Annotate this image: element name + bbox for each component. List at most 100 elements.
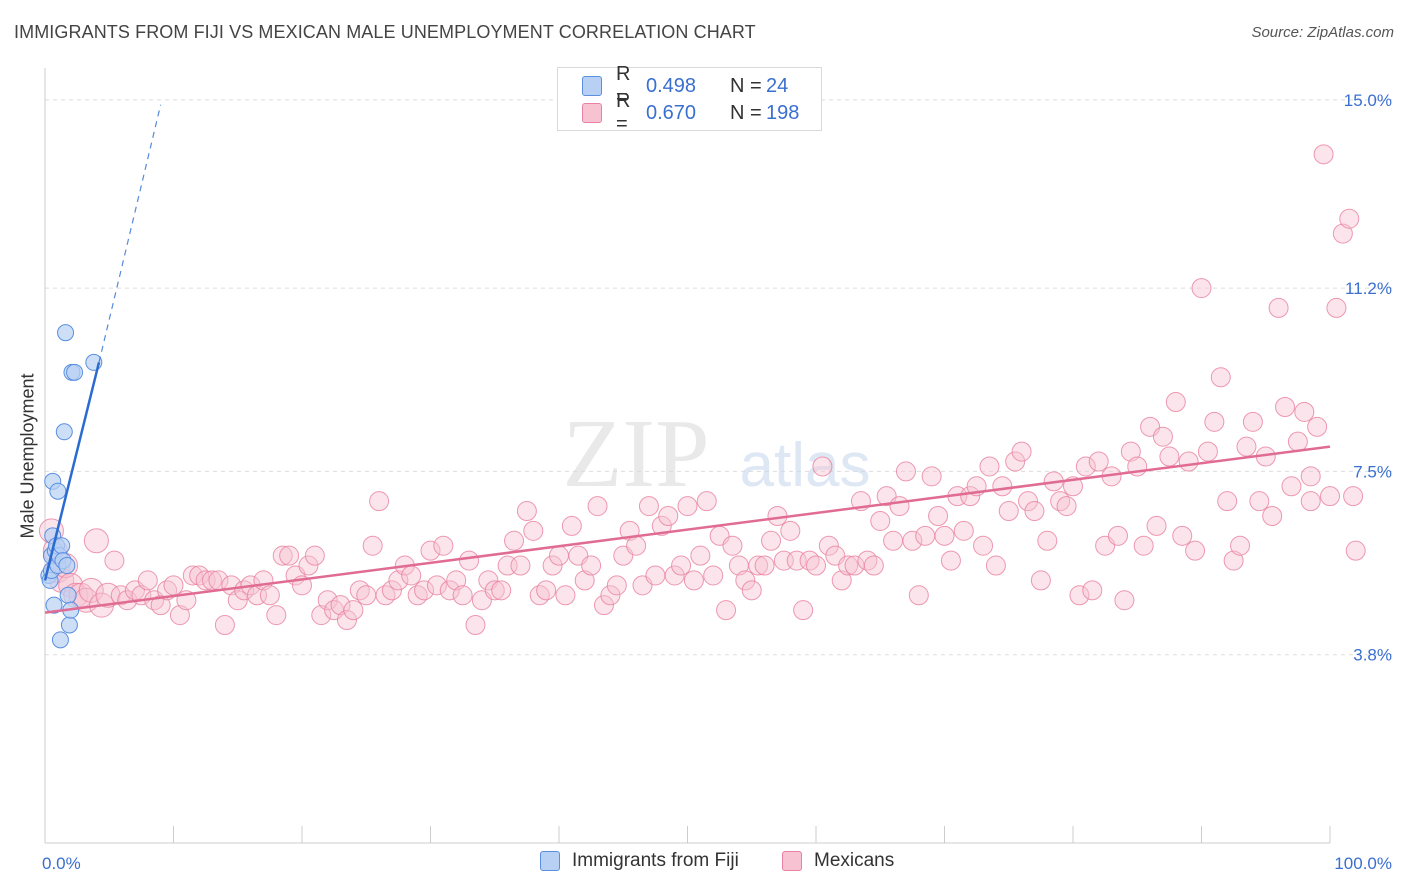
mexicans-point-131 (863, 555, 884, 576)
mexicans-point-206 (1343, 486, 1364, 507)
mexicans-point-105 (696, 491, 717, 512)
mexicans-point-145 (953, 520, 974, 541)
mexicans-point-112 (741, 580, 762, 601)
mexicans-point-97 (645, 565, 666, 586)
mexicans-point-102 (677, 496, 698, 517)
mexicans-point-38 (266, 605, 287, 626)
mexicans-point-104 (690, 545, 711, 566)
mexicans-point-98 (651, 515, 672, 536)
mexicans-point-138 (908, 585, 929, 606)
mexicans-point-169 (1107, 525, 1128, 546)
fiji-point-12 (51, 631, 69, 649)
mexicans-point-136 (895, 461, 916, 482)
mexicans-point-165 (1082, 580, 1103, 601)
mexicans-point-113 (748, 555, 769, 576)
y-tick-label-0: 3.8% (1353, 646, 1392, 665)
mexicans-point-185 (1210, 367, 1231, 388)
mexicans-point-44 (304, 545, 325, 566)
mexicans-point-208 (1300, 491, 1321, 512)
mexicans-point-158 (1037, 530, 1058, 551)
fiji-point-21 (66, 363, 84, 381)
mexicans-point-153 (1005, 451, 1026, 472)
r-value: 0.670 (646, 101, 697, 124)
mexicans-point-170 (1114, 590, 1135, 611)
mexicans-point-109 (722, 535, 743, 556)
mexicans-point-59 (401, 565, 422, 586)
mexicans-point-179 (1172, 525, 1193, 546)
mexicans-point-39 (272, 545, 293, 566)
mexicans-point-91 (606, 575, 627, 596)
mexicans-point-76 (510, 555, 531, 576)
mexicans-point-197 (1287, 431, 1308, 452)
mexicans-point-140 (921, 466, 942, 487)
mexicans-point-196 (1281, 476, 1302, 497)
mexicans-point-66 (446, 570, 467, 591)
mexicans-point-180 (1178, 451, 1199, 472)
mexicans-point-101 (671, 555, 692, 576)
mexicans-point-186 (1217, 491, 1238, 512)
mexicans-point-183 (1197, 441, 1218, 462)
grid-lines (45, 99, 1392, 656)
mexicans-points (38, 144, 1366, 635)
mexicans-point-123 (812, 456, 833, 477)
mexicans-point-50 (343, 600, 364, 621)
mexicans-point-20 (150, 595, 171, 616)
mexicans-point-201 (1313, 144, 1334, 165)
mexicans-point-191 (1249, 491, 1270, 512)
stats-legend: R = 0.498 N = 24 R = 0.670 N = 198 (557, 63, 822, 135)
mexicans-point-204 (1332, 223, 1353, 244)
mexicans-point-94 (626, 535, 647, 556)
mexicans-point-46 (317, 590, 338, 611)
mexicans-point-48 (330, 595, 351, 616)
mexicans-point-56 (381, 580, 402, 601)
mexicans-point-202 (1320, 486, 1340, 507)
mexicans-point-87 (581, 555, 602, 576)
mexicans-point-88 (587, 496, 608, 517)
y-axis-title: Male Unemployment (17, 373, 38, 539)
mexicans-point-10 (83, 528, 109, 554)
mexicans-point-62 (420, 540, 441, 561)
mexicans-point-108 (716, 600, 737, 621)
mexicans-point-126 (831, 570, 852, 591)
mexicans-point-100 (664, 565, 685, 586)
mexicans-point-199 (1300, 466, 1321, 487)
mexicans-point-157 (1030, 570, 1051, 591)
n-label: N = (730, 74, 762, 97)
mexicans-point-30 (214, 615, 235, 635)
mexicans-point-188 (1230, 535, 1251, 556)
mexicans-point-120 (793, 600, 814, 621)
mexicans-point-67 (452, 585, 473, 606)
mexicans-point-122 (806, 555, 826, 576)
mexicans-point-77 (516, 501, 537, 522)
mexicans-point-103 (683, 570, 704, 591)
mexicans-point-171 (1120, 441, 1141, 462)
n-label: N = (730, 101, 762, 124)
fiji-point-16 (57, 324, 75, 342)
legend-item-mexicans[interactable]: Mexicans (782, 850, 894, 872)
mexicans-point-184 (1204, 411, 1225, 432)
mexicans-point-151 (992, 476, 1013, 497)
mexicans-point-207 (1345, 540, 1366, 561)
mexicans-point-198 (1294, 401, 1315, 422)
fiji-point-18 (60, 616, 78, 634)
mexicans-point-53 (362, 535, 383, 556)
mexicans-point-69 (465, 615, 486, 635)
mexicans-point-9 (78, 577, 104, 603)
mexicans-point-187 (1223, 550, 1244, 571)
mexicans-point-154 (1011, 441, 1032, 462)
mexicans-point-205 (1339, 208, 1360, 229)
mexicans-point-18 (137, 570, 158, 591)
legend-row-fiji: R = 0.498 N = 24 (582, 63, 788, 108)
mexicans-point-182 (1191, 278, 1212, 299)
mexicans-point-150 (985, 555, 1006, 576)
mexicans-point-134 (883, 530, 904, 551)
mexicans-point-45 (311, 605, 332, 626)
mexicans-point-23 (169, 605, 190, 626)
fiji-point-23 (58, 557, 76, 575)
mexicans-point-81 (542, 555, 563, 576)
r-label: R = (616, 90, 631, 135)
legend-item-fiji[interactable]: Immigrants from Fiji (540, 850, 739, 872)
mexicans-point-132 (870, 510, 891, 531)
mexicans-point-73 (491, 580, 512, 601)
x-tick-label-start: 0.0% (42, 854, 81, 873)
